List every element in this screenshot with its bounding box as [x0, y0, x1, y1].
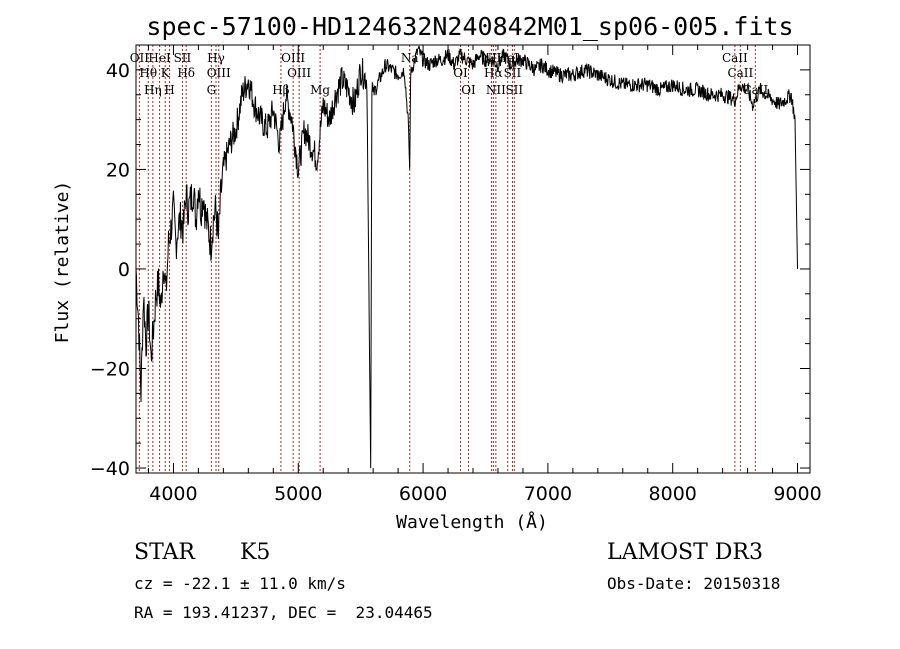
line-label: Hγ: [207, 51, 225, 65]
coordinates-text: RA = 193.41237, DEC = 23.04465: [134, 603, 433, 622]
line-label: H: [164, 83, 174, 97]
line-label: K: [161, 66, 171, 80]
y-tick-label: −40: [90, 458, 130, 480]
line-label: Hθ: [139, 66, 157, 80]
chart-title: spec-57100-HD124632N240842M01_sp06-005.f…: [146, 12, 793, 41]
x-tick-label: 7000: [524, 483, 572, 505]
x-tick-label: 6000: [399, 483, 447, 505]
line-label: NII: [486, 83, 506, 97]
spectral-line-labels: OIIHθHηHeIKHSIIHδGHγOIIIHβOIIIOIIIMgNaOI…: [130, 51, 769, 97]
x-tick-label: 5000: [274, 483, 322, 505]
x-tick-label: 8000: [649, 483, 697, 505]
line-label: SII: [505, 83, 523, 97]
line-label: Hδ: [177, 66, 195, 80]
line-label: CaII: [722, 51, 748, 65]
line-label: OII: [130, 51, 150, 65]
line-label: G: [207, 83, 217, 97]
line-label: Hβ: [272, 83, 289, 97]
line-label: SII: [174, 51, 192, 65]
spectral-line-markers: [138, 45, 756, 473]
line-label: Hα: [484, 66, 503, 80]
line-label: OIII: [207, 66, 231, 80]
x-axis-label: Wavelength (Å): [396, 511, 548, 533]
survey-name: LAMOST DR3: [607, 540, 763, 565]
line-label: CaII: [727, 66, 753, 80]
line-label: Hη: [144, 83, 162, 97]
observation-date: Obs-Date: 20150318: [607, 574, 781, 593]
line-label: OIII: [287, 66, 311, 80]
object-subclass: K5: [240, 540, 271, 565]
x-tick-label: 9000: [773, 483, 821, 505]
y-tick-label: 0: [118, 259, 130, 281]
line-label: OI: [461, 83, 476, 97]
object-class: STAR: [134, 540, 195, 565]
line-label: OIII: [281, 51, 305, 65]
x-tick-label: 4000: [149, 483, 197, 505]
y-tick-label: −20: [90, 358, 130, 380]
y-tick-label: 40: [106, 60, 130, 82]
line-label: SII: [504, 66, 522, 80]
axis-ticks: 4000 5000 6000 7000 8000 9000 −40 −20 0 20 40: [90, 44, 822, 505]
spectrum-line: [135, 45, 798, 469]
y-axis-label: Flux (relative): [52, 181, 73, 344]
line-label: OI: [453, 66, 468, 80]
line-label: HeI: [148, 51, 171, 65]
redshift-text: cz = -22.1 ± 11.0 km/s: [134, 574, 346, 593]
y-tick-label: 20: [106, 159, 130, 181]
line-label: Mg: [310, 83, 330, 97]
